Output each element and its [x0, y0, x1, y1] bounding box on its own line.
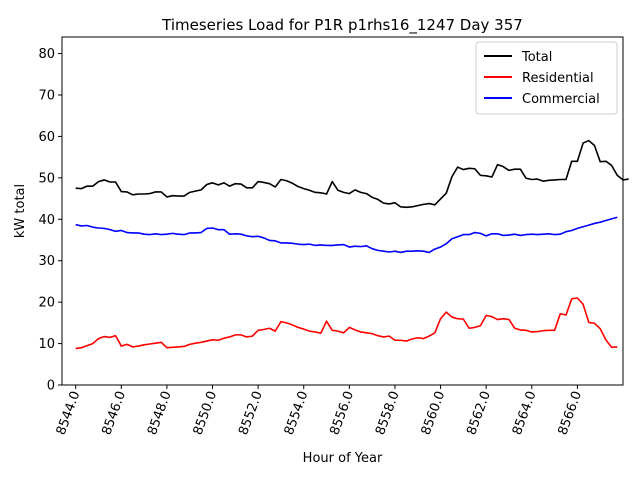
legend-label-residential: Residential	[522, 71, 594, 86]
y-axis-label: kW total	[13, 184, 28, 238]
y-tick-label: 80	[38, 47, 55, 62]
x-axis-label: Hour of Year	[303, 451, 383, 466]
y-axis: 0 10 20 30 40 50 60 70 80	[38, 47, 62, 394]
series-line-commercial	[75, 216, 618, 254]
y-tick-label: 20	[38, 296, 55, 311]
axes-frame	[61, 36, 624, 386]
legend: Total Residential Commercial	[475, 41, 618, 115]
series-line-total	[75, 139, 629, 209]
y-tick-label: 60	[38, 130, 55, 145]
series-group	[75, 139, 629, 350]
legend-label-total: Total	[521, 50, 552, 65]
series-line-residential	[75, 297, 618, 350]
y-tick-label: 0	[47, 379, 55, 394]
legend-label-commercial: Commercial	[522, 92, 600, 107]
y-tick-label: 10	[38, 337, 55, 352]
legend-box	[475, 41, 618, 115]
y-tick-label: 50	[38, 171, 55, 186]
chart-title: Timeseries Load for P1R p1rhs16_1247 Day…	[161, 16, 523, 35]
y-tick-label: 70	[38, 89, 55, 104]
y-tick-label: 30	[38, 254, 55, 269]
y-tick-label: 40	[38, 213, 55, 228]
